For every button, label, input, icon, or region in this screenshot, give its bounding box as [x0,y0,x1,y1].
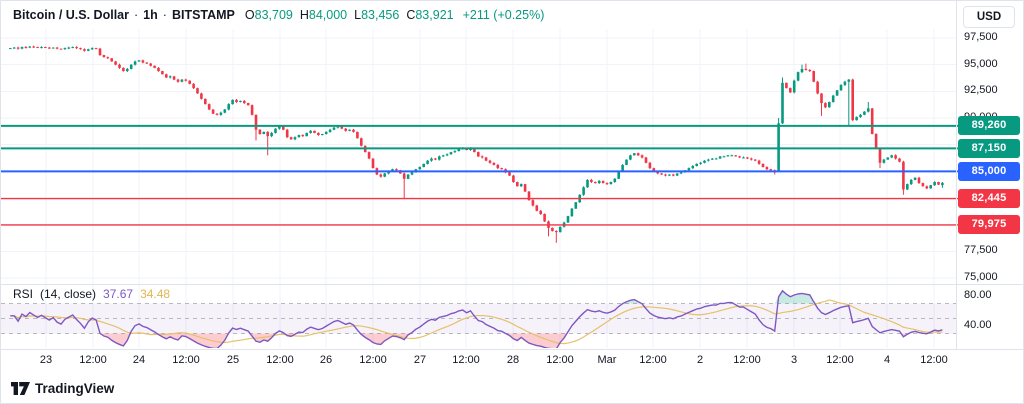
rsi-ma-value: 34.48 [140,287,171,301]
open-label: O [244,8,255,22]
price-axis-label: 97,500 [964,31,998,43]
change-value: +211 (+0.25%) [462,8,545,22]
level-price-badge[interactable]: 82,445 [958,189,1020,209]
time-axis-label: 12:00 [266,354,294,366]
time-axis-label: 12:00 [546,354,574,366]
exchange-label: BITSTAMP [171,8,235,22]
rsi-plot [10,289,943,348]
price-axis-label: 77,500 [964,244,998,257]
time-axis-label: 24 [132,354,146,366]
low-label: L [354,8,362,22]
tradingview-logo-link[interactable]: TradingView [11,381,114,396]
time-axis-label: 26 [319,354,333,366]
time-axis-label: 12:00 [359,354,387,366]
time-axis-label: 12:00 [79,354,107,366]
rsi-oversold-fill [10,333,943,348]
time-axis-label: 12:00 [172,354,200,366]
rsi-indicator-legend[interactable]: RSI (14, close) 37.67 34.48 [13,287,170,301]
price-axis-label: 92,500 [964,84,998,97]
rsi-title: RSI [13,287,34,301]
time-axis-label: 4 [883,354,891,366]
close-label: C [406,8,416,22]
time-axis-label: 12:00 [826,354,854,366]
rsi-line [10,289,943,348]
level-price-badge[interactable]: 79,975 [958,215,1020,235]
time-axis-label: 12:00 [452,354,480,366]
time-axis-label: 3 [790,354,798,366]
separator-dot: · [134,8,139,22]
time-axis-label: 12:00 [639,354,667,366]
time-axis-label: 28 [506,354,520,366]
high-value: 84,000 [308,8,348,22]
price-axis-label: 95,000 [964,57,998,70]
tradingview-logo-icon [11,382,30,395]
time-axis-label: 23 [39,354,53,366]
rsi-axis-label: 40.00 [964,319,992,331]
ohlc-values: O83,709 H84,000 L83,456 C83,921 +211 (+0… [245,8,544,22]
open-value: 83,709 [254,8,293,22]
rsi-params: (14, close) [40,287,97,301]
tradingview-logo-text: TradingView [35,381,115,396]
level-price-badge[interactable]: 87,150 [958,138,1020,158]
time-axis-label: 27 [413,354,427,366]
rsi-ma-line [10,299,943,345]
currency-toggle-button[interactable]: USD [963,6,1015,28]
close-value: 83,921 [415,8,454,22]
level-price-badge[interactable]: 89,260 [958,116,1020,136]
time-axis-label: 12:00 [920,354,948,366]
symbol-title: Bitcoin / U.S. Dollar [13,8,129,22]
time-axis-label: 25 [226,354,240,366]
time-axis-label: 2 [696,354,704,366]
price-axis-label: 75,000 [964,271,998,283]
low-value: 83,456 [361,8,400,22]
time-axis-label: Mar [597,354,617,366]
level-price-badge[interactable]: 85,000 [958,161,1020,181]
separator-dot: · [162,8,167,22]
rsi-axis-label: 80.00 [964,289,992,301]
high-label: H [299,8,309,22]
symbol-header[interactable]: Bitcoin / U.S. Dollar · 1h · BITSTAMP O8… [13,8,544,22]
time-axis-label: 12:00 [733,354,761,366]
rsi-value: 37.67 [103,287,134,301]
candlestick-series [9,45,944,243]
interval-label: 1h [143,8,158,22]
